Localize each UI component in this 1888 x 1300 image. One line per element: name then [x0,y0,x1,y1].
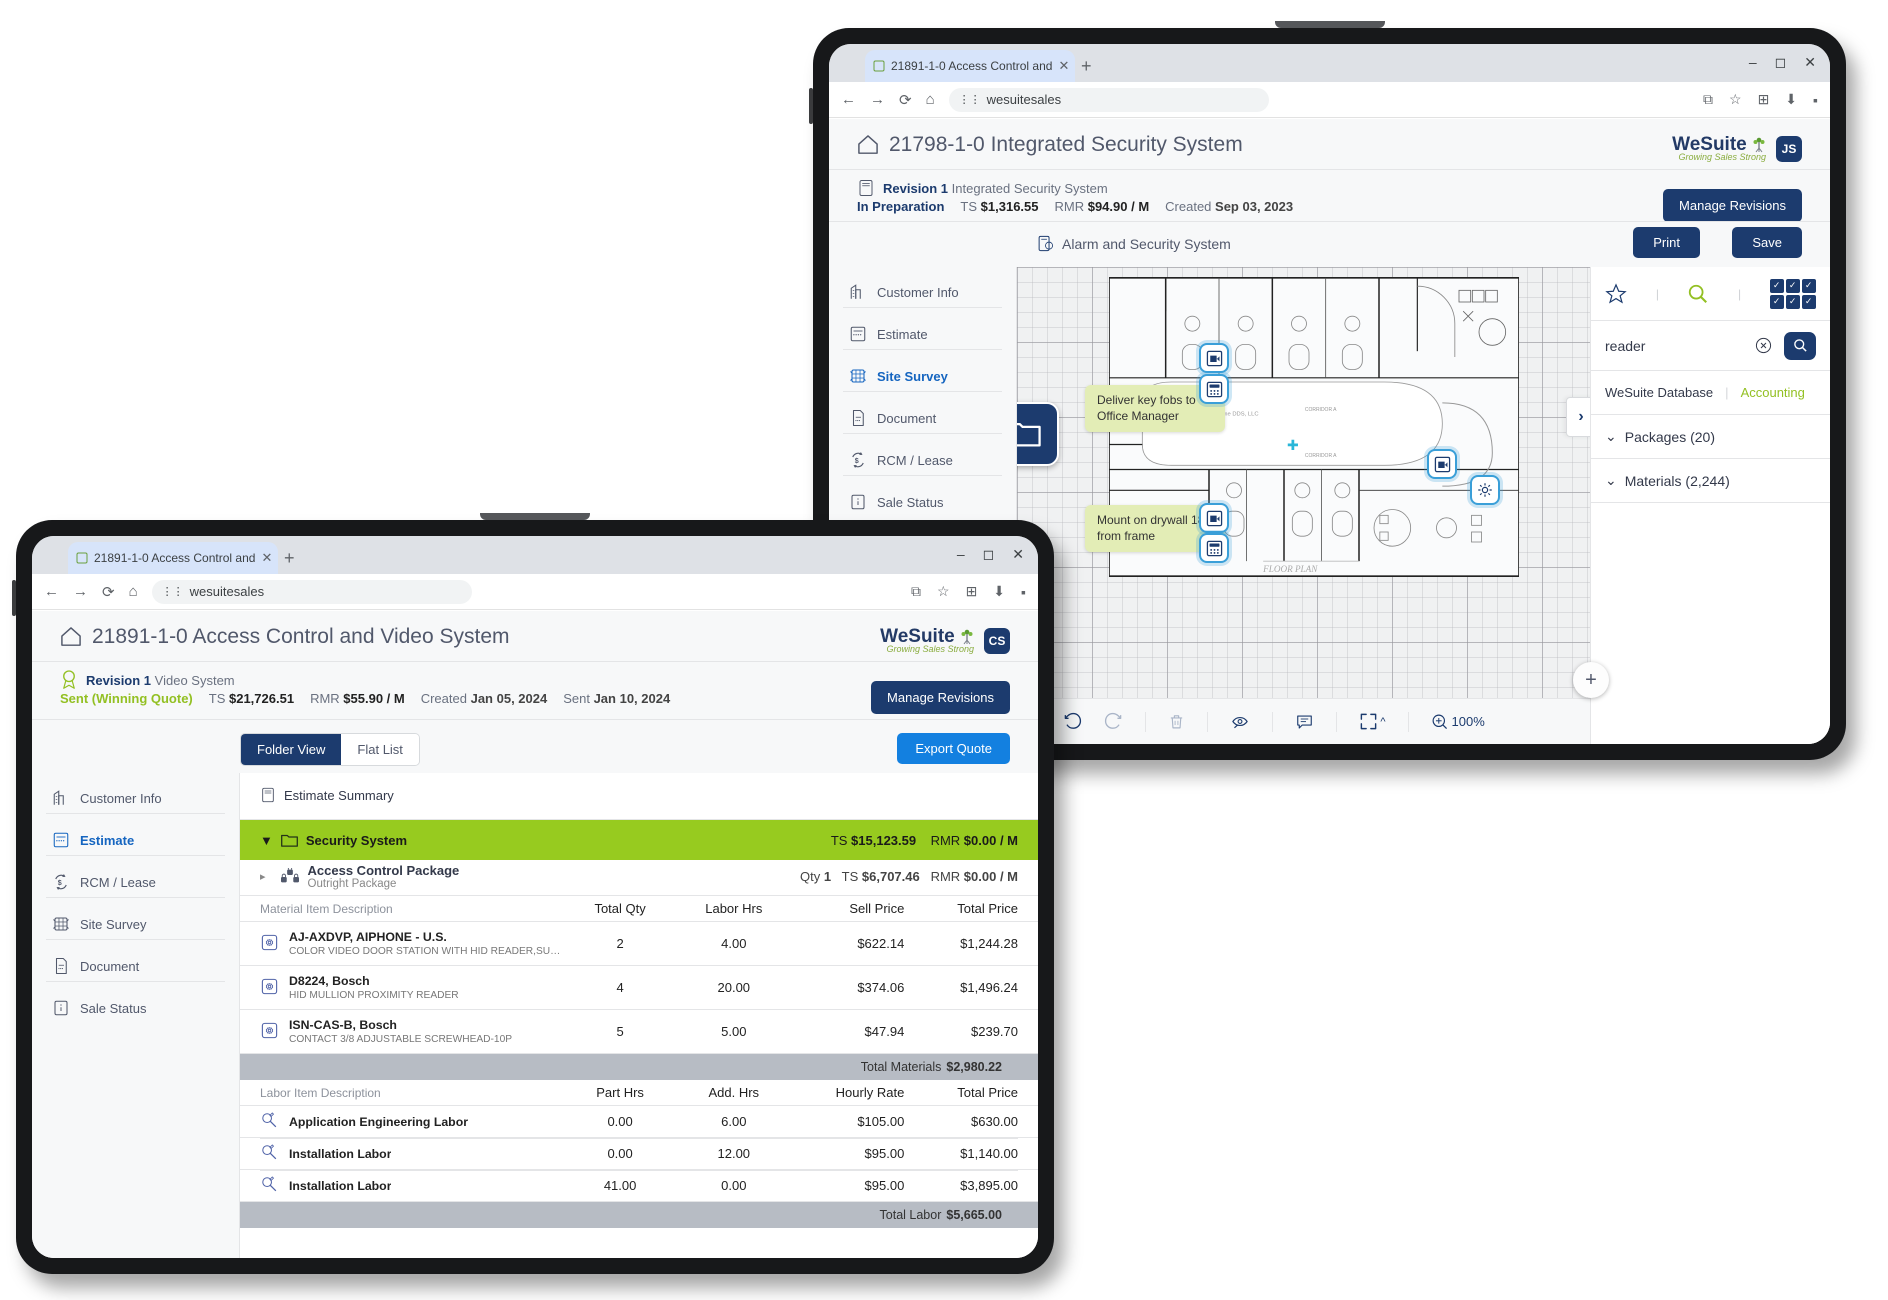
svg-text:$: $ [58,879,62,887]
svg-text:$: $ [855,457,859,465]
svg-text:FLOOR PLAN: FLOOR PLAN [1262,564,1318,574]
svg-text:CORRIDOR A: CORRIDOR A [1305,407,1337,413]
svg-text:CORRIDOR A: CORRIDOR A [1305,453,1337,459]
